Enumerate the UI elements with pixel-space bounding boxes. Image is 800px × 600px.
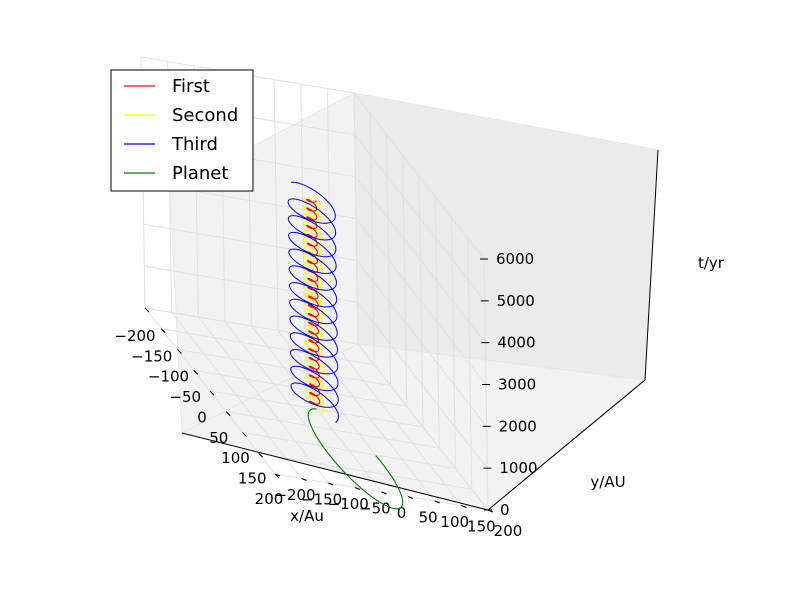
grid-z-6 [140,56,485,260]
grid-z-2 [143,223,488,427]
y-tick-label-3: −50 [359,500,391,518]
axis-ticks [144,258,494,513]
y-axis-label: y/AU [590,473,625,491]
z-tick-label-6: 6000 [496,250,534,268]
x-tick-label-7: 150 [238,469,267,487]
y-tick-6 [434,500,440,504]
y-tick-3 [354,487,361,490]
x-tick-2 [177,349,182,354]
z-tick-label-4: 4000 [497,334,535,352]
x-tick-1 [160,328,166,334]
x-tick-4 [209,390,215,396]
z-tick-label-0: 0 [500,501,510,519]
y-tick-4 [381,491,387,495]
tick-labels: −200−150−100−50050100150200−200−150−100−… [114,250,537,540]
y-tick-7 [461,505,467,508]
z-tick-label-5: 5000 [497,292,535,310]
x-tick-label-6: 100 [221,449,250,467]
x-axis-label: x/Au [290,507,324,525]
y-tick-label-0: −200 [274,486,315,504]
y-tick-label-4: 0 [397,504,407,522]
z-axis-label: t/yr [698,254,725,272]
grid-z-0 [144,307,489,511]
legend-label-second: Second [172,105,238,126]
legend-label-third: Third [171,134,218,155]
x-tick-label-8: 200 [255,490,284,508]
y-axis-line [487,379,646,511]
series-planet-line [307,408,404,510]
y-tick-label-6: 100 [440,513,469,531]
data-series [287,181,404,510]
x-tick-label-5: 50 [209,429,228,447]
x-axis-line [181,432,489,511]
legend-label-first: First [172,76,210,97]
x-tick-3 [193,369,199,375]
z-tick-label-2: 2000 [499,417,537,435]
x-tick-label-1: −150 [131,347,172,365]
y-tick-label-5: 50 [419,509,438,527]
series-first-line [305,198,321,407]
x-tick-7 [258,452,264,458]
y-tick-1 [301,478,307,481]
y-tick-label-8: 200 [494,522,523,540]
x-tick-label-2: −100 [148,368,189,386]
x-tick-0 [144,307,150,313]
y-tick-label-1: −150 [301,491,342,509]
grid-z-3 [142,182,487,385]
legend-label-planet: Planet [172,163,228,184]
series-third-line [287,181,340,423]
x-tick-label-0: −200 [114,327,155,345]
grid-z-1 [144,265,488,469]
y-tick-label-7: 150 [467,518,496,536]
y-tick-2 [328,482,334,486]
y-tick-label-2: −100 [328,495,369,513]
x-tick-5 [225,411,231,417]
z-tick-label-3: 3000 [498,376,536,394]
x-tick-6 [242,432,247,437]
y-tick-5 [407,496,414,499]
y-tick-0 [274,473,281,477]
z-tick-label-1: 1000 [499,459,537,477]
x-tick-label-3: −50 [169,388,201,406]
legend-box [110,69,254,192]
legend: First Second Third Planet [110,69,254,192]
x-tick-label-4: 0 [197,408,207,426]
z-axis-line [644,149,659,381]
